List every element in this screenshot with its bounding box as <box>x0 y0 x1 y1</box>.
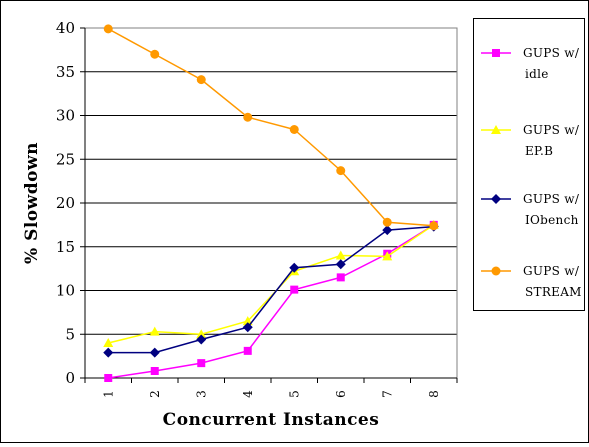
legend-label: GUPS w/ <box>523 46 580 60</box>
y-axis-title: % Slowdown <box>22 142 42 264</box>
data-point <box>336 166 346 176</box>
data-point <box>382 217 392 227</box>
series-line <box>107 28 434 227</box>
data-point <box>243 112 253 122</box>
series-line <box>108 224 435 379</box>
y-tick-label: 5 <box>65 325 75 343</box>
x-tick-label: 7 <box>380 390 394 398</box>
data-point <box>289 262 300 273</box>
data-point <box>242 322 253 333</box>
y-tick-label: 15 <box>56 238 75 256</box>
legend-entry-3: GUPS w/IObench <box>481 192 580 227</box>
series-line <box>108 225 434 354</box>
series-group <box>103 24 439 382</box>
x-tick-label: 8 <box>427 390 441 398</box>
y-tick-label: 20 <box>56 194 75 212</box>
legend-entry-4: GUPS w/STREAM <box>481 264 582 299</box>
x-tick-label: 4 <box>241 390 255 398</box>
legend-label: EP.B <box>525 144 553 158</box>
y-tick-label: 0 <box>65 369 75 387</box>
data-point <box>149 347 160 358</box>
data-point <box>149 326 160 336</box>
y-tick-label: 10 <box>56 282 75 300</box>
series-4 <box>103 24 439 231</box>
x-tick-label: 2 <box>148 390 162 398</box>
data-point <box>243 346 252 355</box>
data-point <box>429 221 439 231</box>
legend-marker <box>491 194 501 204</box>
legend-label: GUPS w/ <box>523 264 580 278</box>
series-line <box>108 224 435 344</box>
legend-label: GUPS w/ <box>523 192 580 206</box>
x-tick-label: 3 <box>194 390 208 398</box>
data-point <box>150 49 160 59</box>
data-point <box>197 359 206 368</box>
data-point <box>382 251 393 261</box>
y-axis: 0 5 10 15 20 25 30 35 40 <box>56 19 86 387</box>
data-point <box>103 347 114 358</box>
x-tick-label: 6 <box>334 390 348 398</box>
y-tick-label: 25 <box>56 150 75 168</box>
legend-marker <box>492 49 500 57</box>
legend-label: STREAM <box>525 285 582 299</box>
data-point <box>289 125 299 134</box>
data-point <box>196 334 207 345</box>
data-point <box>335 250 346 260</box>
legend-marker <box>491 266 501 276</box>
data-point <box>103 338 114 347</box>
legend-label: IObench <box>525 213 579 227</box>
x-axis-title: Concurrent Instances <box>163 410 380 430</box>
data-point <box>104 374 113 382</box>
legend-label: idle <box>525 67 549 81</box>
data-point <box>196 75 206 85</box>
legend-box <box>473 18 585 311</box>
y-tick-label: 30 <box>56 107 75 125</box>
data-point <box>336 273 345 282</box>
legend-label: GUPS w/ <box>523 123 580 137</box>
x-tick-label: 1 <box>101 390 115 398</box>
legend-entry-2: GUPS w/EP.B <box>481 123 580 158</box>
legend-entry-1: GUPS w/idle <box>481 46 580 81</box>
x-axis: 1 2 3 4 5 6 7 8 <box>84 377 458 398</box>
y-tick-label: 40 <box>56 19 75 37</box>
data-point <box>150 367 159 375</box>
data-point <box>290 285 299 294</box>
data-point <box>382 225 393 236</box>
data-point <box>103 24 113 34</box>
data-point <box>196 329 207 339</box>
data-point <box>335 259 346 270</box>
x-tick-label: 5 <box>287 390 301 398</box>
legend-marker <box>491 125 501 134</box>
y-tick-label: 35 <box>56 63 75 81</box>
